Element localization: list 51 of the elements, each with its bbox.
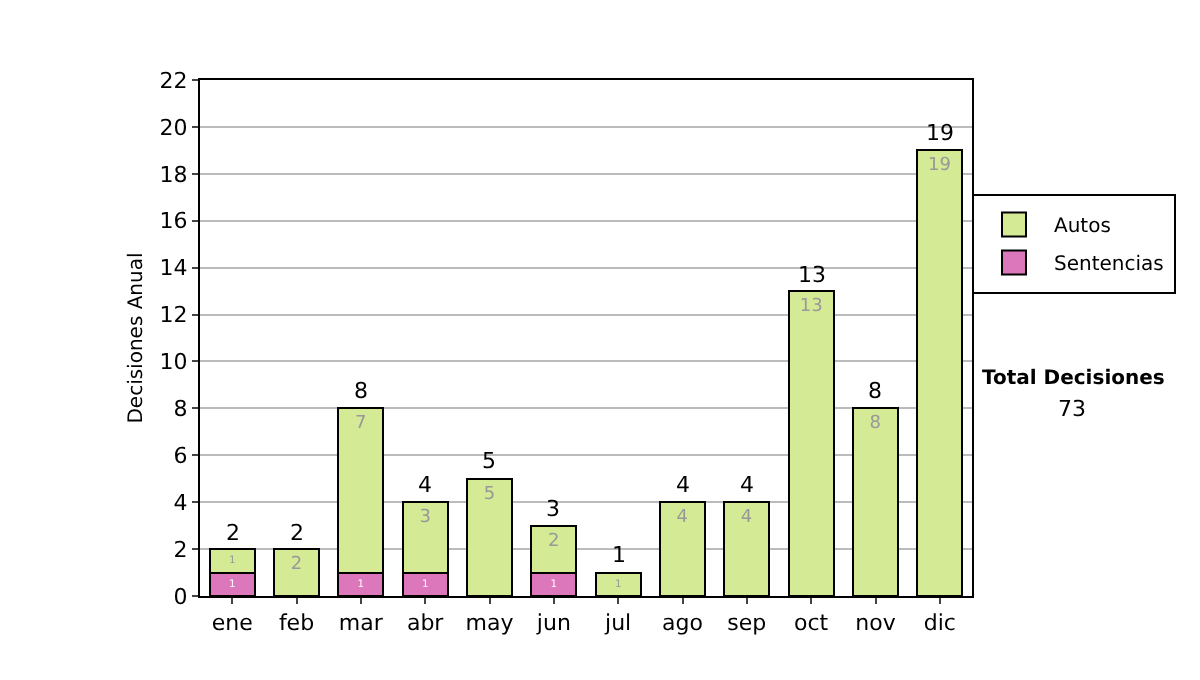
y-tick-label: 4 bbox=[173, 489, 188, 516]
data-label: 3 bbox=[419, 508, 431, 529]
y-tick-label: 16 bbox=[159, 208, 188, 235]
y-axis-title: Decisiones Anual bbox=[125, 252, 148, 424]
data-label: 19 bbox=[928, 156, 952, 177]
x-tick-label: dic bbox=[923, 610, 956, 637]
data-label: 7 bbox=[355, 414, 367, 435]
total-label: 2 bbox=[226, 520, 240, 546]
data-label: 13 bbox=[799, 297, 823, 318]
data-label: 4 bbox=[676, 508, 689, 529]
total-label: 2 bbox=[290, 520, 304, 546]
x-tick-label: oct bbox=[794, 610, 830, 637]
y-tick-label: 0 bbox=[173, 583, 188, 610]
x-tick-label: may bbox=[465, 610, 515, 637]
y-tick-label: 18 bbox=[159, 161, 188, 188]
y-tick-label: 10 bbox=[159, 349, 188, 376]
total-label: 8 bbox=[354, 378, 368, 404]
data-label: 4 bbox=[740, 508, 753, 529]
x-tick-label: feb bbox=[278, 610, 315, 637]
y-tick-label: 20 bbox=[159, 114, 188, 141]
y-tick-label: 14 bbox=[159, 255, 188, 282]
total-label: 5 bbox=[482, 448, 496, 474]
total-label: 1 bbox=[612, 542, 626, 568]
legend-label: Autos bbox=[1054, 216, 1111, 239]
data-label: 5 bbox=[483, 484, 496, 505]
x-tick-label: jul bbox=[603, 610, 632, 637]
x-tick-label: nov bbox=[855, 610, 897, 637]
y-tick-label: 22 bbox=[159, 67, 188, 94]
total-label: 4 bbox=[418, 472, 432, 498]
total-label: 4 bbox=[740, 472, 754, 498]
x-tick-label: mar bbox=[338, 610, 384, 637]
y-tick-label: 12 bbox=[159, 302, 188, 329]
x-tick-label: ene bbox=[211, 610, 254, 637]
text: 73 bbox=[1058, 396, 1086, 422]
y-tick-label: 2 bbox=[173, 536, 188, 563]
x-tick-label: jun bbox=[534, 610, 571, 637]
total-label: 3 bbox=[546, 496, 560, 522]
total-label: 4 bbox=[676, 472, 690, 498]
text: Total Decisiones bbox=[982, 368, 1165, 390]
data-label: 8 bbox=[869, 414, 882, 435]
y-tick-label: 6 bbox=[173, 442, 188, 469]
x-tick-label: sep bbox=[727, 610, 767, 637]
total-label: 8 bbox=[868, 378, 882, 404]
legend-label: Sentencias bbox=[1054, 254, 1164, 277]
x-tick-label: abr bbox=[406, 610, 445, 637]
data-label: 2 bbox=[548, 531, 560, 552]
total-label: 13 bbox=[798, 262, 826, 288]
data-label: 2 bbox=[290, 555, 303, 576]
y-tick-label: 8 bbox=[173, 396, 188, 423]
x-tick-label: ago bbox=[662, 610, 704, 637]
total-label: 19 bbox=[926, 120, 954, 146]
